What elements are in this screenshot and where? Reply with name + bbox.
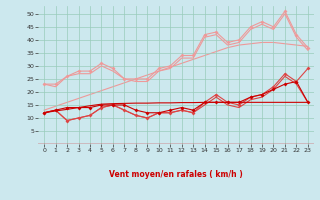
X-axis label: Vent moyen/en rafales ( km/h ): Vent moyen/en rafales ( km/h ) bbox=[109, 170, 243, 179]
